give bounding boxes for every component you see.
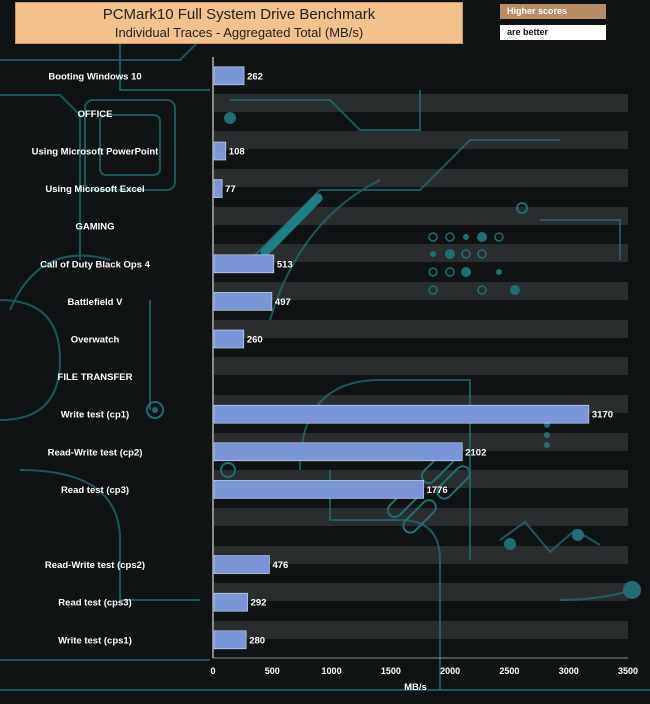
chart-title: PCMark10 Full System Drive Benchmark xyxy=(102,6,376,23)
category-label: OFFICE xyxy=(78,109,113,120)
value-label: 108 xyxy=(229,147,245,158)
value-label: 280 xyxy=(249,635,265,646)
x-tick-label: 1000 xyxy=(322,666,342,676)
category-label: Read test (cp3) xyxy=(61,485,129,496)
category-label: Battlefield V xyxy=(68,297,124,308)
bar xyxy=(213,292,273,311)
category-label: Overwatch xyxy=(71,335,120,346)
x-tick-label: 0 xyxy=(210,666,215,676)
value-label: 262 xyxy=(247,71,263,82)
bar xyxy=(213,630,247,650)
circuit-dots xyxy=(146,112,641,599)
bar xyxy=(213,404,590,424)
bar xyxy=(213,141,227,161)
bar xyxy=(213,179,223,198)
category-label: GAMING xyxy=(75,222,114,233)
category-label: Write test (cp1) xyxy=(61,410,129,421)
category-label: Write test (cps1) xyxy=(58,635,132,646)
chart-title-box: PCMark10 Full System Drive Benchmark Ind… xyxy=(15,2,463,44)
bar xyxy=(213,592,248,612)
x-tick-label: 2000 xyxy=(440,666,460,676)
value-label: 1776 xyxy=(427,485,448,496)
category-label: Using Microsoft PowerPoint xyxy=(32,147,160,158)
value-label: 497 xyxy=(275,297,291,308)
x-tick-label: 3500 xyxy=(618,666,638,676)
value-label: 77 xyxy=(225,184,236,195)
category-label: Call of Duty Black Ops 4 xyxy=(40,259,151,270)
category-label: Read test (cps3) xyxy=(58,598,131,609)
legend-higher-scores: Higher scores xyxy=(500,4,606,19)
x-tick-label: 1500 xyxy=(381,666,401,676)
circuit-traces xyxy=(0,39,650,691)
bar xyxy=(213,480,424,499)
value-label: 513 xyxy=(277,259,293,270)
bar xyxy=(213,442,463,462)
chart-subtitle: Individual Traces - Aggregated Total (MB… xyxy=(114,25,364,40)
value-label: 2102 xyxy=(465,447,486,458)
value-label: 3170 xyxy=(592,410,613,421)
value-label: 476 xyxy=(272,560,288,571)
bar xyxy=(213,329,245,349)
category-label: FILE TRANSFER xyxy=(58,372,133,383)
bar xyxy=(213,555,270,574)
value-label: 292 xyxy=(251,598,267,609)
category-label: Using Microsoft Excel xyxy=(45,184,144,195)
legend-are-better: are better xyxy=(500,25,606,40)
category-label: Read-Write test (cps2) xyxy=(45,560,145,571)
value-label: 260 xyxy=(247,335,263,346)
bar xyxy=(213,254,275,274)
x-tick-label: 2500 xyxy=(499,666,519,676)
x-axis-title: MB/s xyxy=(404,682,427,693)
x-tick-label: 500 xyxy=(265,666,280,676)
background-stripes xyxy=(213,94,628,639)
category-label: Booting Windows 10 xyxy=(48,71,141,82)
category-label: Read-Write test (cp2) xyxy=(48,447,143,458)
bar xyxy=(213,66,245,86)
x-tick-label: 3000 xyxy=(559,666,579,676)
